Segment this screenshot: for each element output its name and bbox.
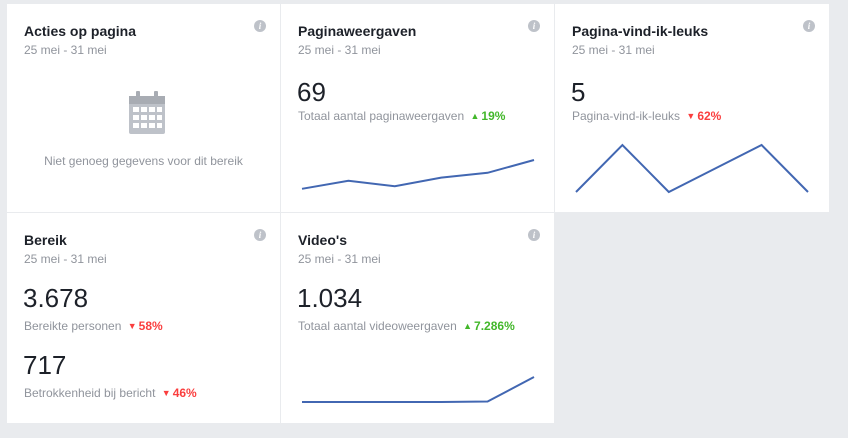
delta-badge: ▲ 19% (470, 109, 505, 123)
info-icon[interactable]: i (528, 229, 540, 241)
info-icon[interactable]: i (803, 20, 815, 32)
delta-value: 7.286% (474, 319, 515, 333)
card-title: Bereik (24, 232, 67, 248)
delta-value: 62% (697, 109, 722, 123)
card-pagina-vind-ik-leuks[interactable]: Pagina-vind-ik-leuks 25 mei - 31 mei i 5… (555, 4, 829, 212)
card-date-range: 25 mei - 31 mei (298, 252, 381, 266)
card-date-range: 25 mei - 31 mei (24, 252, 107, 266)
card-date-range: 25 mei - 31 mei (24, 43, 107, 57)
delta-value: 46% (172, 386, 197, 400)
sparkline-chart (301, 159, 535, 190)
metric-label-text: Pagina-vind-ik-leuks (572, 109, 681, 123)
info-icon[interactable]: i (254, 20, 266, 32)
card-title: Pagina-vind-ik-leuks (572, 23, 709, 39)
empty-state-message: Niet genoeg gegevens voor dit bereik (44, 154, 243, 168)
calendar-icon (129, 91, 165, 134)
sparkline-chart (575, 143, 809, 194)
metric-label: Totaal aantal paginaweergaven ▲ 19% (298, 109, 505, 123)
delta-badge: ▼ 62% (686, 109, 721, 123)
info-icon[interactable]: i (254, 229, 266, 241)
arrow-down-icon: ▼ (161, 388, 171, 398)
card-title: Acties op pagina (24, 23, 137, 39)
sparkline (301, 159, 535, 190)
metric-label-text: Bereikte personen (24, 319, 122, 333)
delta-badge: ▼ 46% (162, 386, 197, 400)
card-acties-op-pagina[interactable]: Acties op pagina 25 mei - 31 mei i Niet … (7, 4, 280, 212)
metric-label-text: Totaal aantal videoweergaven (298, 319, 457, 333)
card-videos[interactable]: Video's 25 mei - 31 mei i 1.034 Totaal a… (281, 213, 554, 423)
delta-value: 58% (138, 319, 163, 333)
card-paginaweergaven[interactable]: Paginaweergaven 25 mei - 31 mei i 69 Tot… (281, 4, 554, 212)
sparkline (302, 376, 535, 403)
arrow-down-icon: ▼ (686, 111, 696, 121)
card-date-range: 25 mei - 31 mei (572, 43, 655, 57)
metric-label-text: Totaal aantal paginaweergaven (298, 109, 465, 123)
metric-label: Totaal aantal videoweergaven ▲ 7.286% (298, 319, 515, 333)
metric-value: 3.678 (23, 283, 89, 313)
metric-value-secondary: 717 (23, 350, 67, 380)
metric-label: Bereikte personen ▼ 58% (24, 319, 163, 333)
arrow-up-icon: ▲ (470, 111, 480, 121)
card-title: Paginaweergaven (298, 23, 417, 39)
card-date-range: 25 mei - 31 mei (298, 43, 381, 57)
card-title: Video's (298, 232, 347, 248)
arrow-down-icon: ▼ (127, 321, 137, 331)
sparkline-chart (302, 376, 535, 403)
sparkline (575, 143, 809, 194)
metric-label-text: Betrokkenheid bij bericht (24, 386, 156, 400)
delta-badge: ▲ 7.286% (463, 319, 515, 333)
delta-badge: ▼ 58% (128, 319, 163, 333)
metric-label: Pagina-vind-ik-leuks ▼ 62% (572, 109, 721, 123)
metric-value: 1.034 (297, 283, 363, 313)
metric-value: 69 (297, 77, 326, 107)
arrow-up-icon: ▲ (463, 321, 473, 331)
info-icon[interactable]: i (528, 20, 540, 32)
card-bereik[interactable]: Bereik 25 mei - 31 mei i 3.678 Bereikte … (7, 213, 280, 423)
metric-label-secondary: Betrokkenheid bij bericht ▼ 46% (24, 386, 197, 400)
delta-value: 19% (481, 109, 506, 123)
metric-value: 5 (571, 77, 586, 107)
